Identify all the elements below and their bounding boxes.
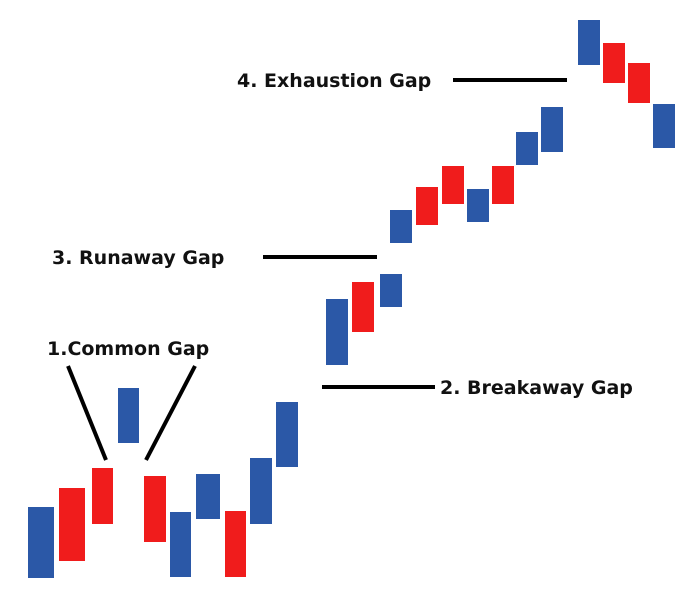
candle-bearish-15 xyxy=(416,187,438,225)
candle-bearish-3 xyxy=(92,468,113,524)
runaway-gap-label: 3. Runaway Gap xyxy=(52,247,224,269)
candle-bullish-9 xyxy=(250,458,272,524)
candle-bullish-14 xyxy=(390,210,412,243)
candle-bullish-7 xyxy=(196,474,220,519)
candle-bullish-1 xyxy=(28,507,54,578)
candle-bearish-16 xyxy=(442,166,464,204)
candle-bearish-23 xyxy=(628,63,650,103)
candle-bearish-18 xyxy=(492,166,514,204)
candle-bullish-20 xyxy=(541,107,563,152)
candle-bearish-12 xyxy=(352,282,374,332)
common-gap-pointer-right xyxy=(144,365,197,461)
exhaustion-gap-label: 4. Exhaustion Gap xyxy=(237,70,431,92)
common-gap-label: 1.Common Gap xyxy=(47,338,209,360)
candle-bullish-21 xyxy=(578,20,600,65)
candle-bearish-22 xyxy=(603,43,625,83)
candles-group xyxy=(28,20,675,578)
breakaway-gap-label: 2. Breakaway Gap xyxy=(440,377,633,399)
candle-bearish-5 xyxy=(144,476,166,542)
candle-bullish-13 xyxy=(380,274,402,307)
candle-bullish-6 xyxy=(170,512,191,577)
candle-bullish-10 xyxy=(276,402,298,467)
common-gap-pointer-left xyxy=(66,365,108,461)
candle-bullish-4 xyxy=(118,388,139,443)
candle-bearish-8 xyxy=(225,511,246,577)
candle-bullish-19 xyxy=(516,132,538,165)
candle-bullish-24 xyxy=(653,104,675,148)
candle-bullish-17 xyxy=(467,189,489,222)
candle-bearish-2 xyxy=(59,488,85,561)
candle-bullish-11 xyxy=(326,299,348,365)
